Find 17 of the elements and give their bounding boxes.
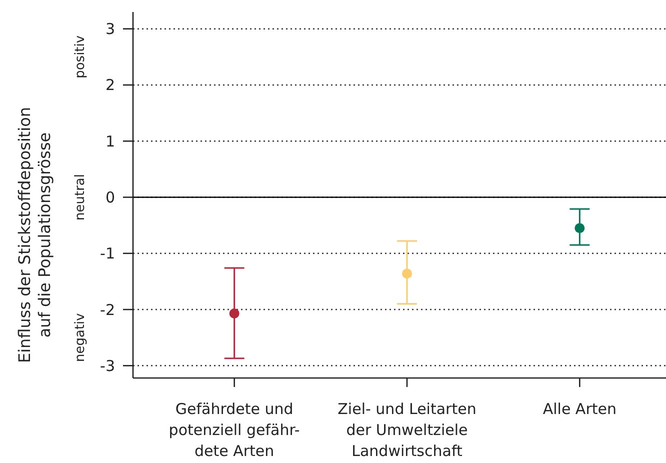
text: positiv [73, 35, 88, 78]
y-tick-label: -3 [100, 356, 115, 375]
text: neutral [73, 174, 88, 220]
point [402, 268, 412, 279]
point [574, 223, 585, 234]
y-axis-title: Einfluss der Stickstoffdeposition auf die Populationsgrösse [15, 106, 54, 364]
point [229, 308, 240, 318]
x-tick-label: Gefährdete und potenziell gefähr- dete Arten [168, 400, 300, 460]
x-tick-label: Ziel- und Leitarten der Umweltziele Landwirtschaft [338, 400, 476, 460]
y-tick-label: 3 [105, 20, 115, 38]
text: negativ [73, 312, 88, 362]
y-tick-label: -2 [100, 300, 115, 319]
y-tick-label: 0 [105, 188, 115, 206]
y-tick-label: -1 [100, 244, 115, 263]
x-tick-label: Alle Arten [542, 400, 616, 418]
y-tick-label: 1 [105, 132, 115, 150]
y-tick-label: 2 [105, 76, 115, 94]
